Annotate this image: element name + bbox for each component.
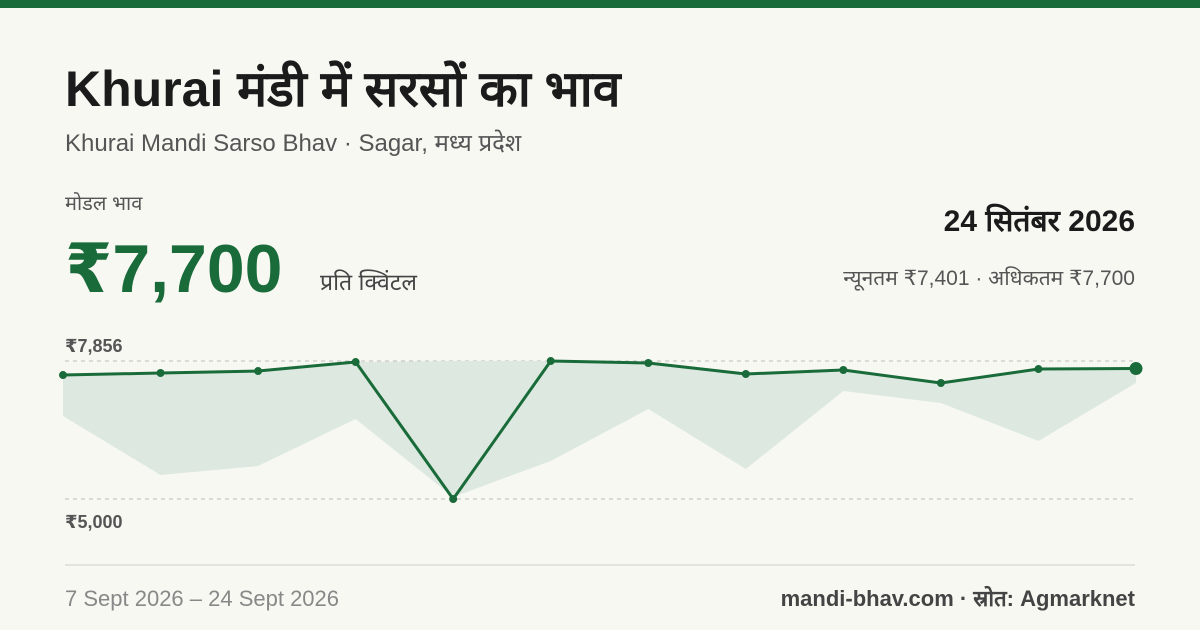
footer-source: mandi-bhav.com · स्रोत: Agmarknet (781, 585, 1136, 611)
price-point (644, 358, 653, 367)
price-point (254, 367, 263, 376)
price-point (936, 378, 945, 387)
range-band (63, 361, 1136, 498)
y-tick-label: ₹5,000 (65, 512, 123, 532)
price-point (449, 495, 458, 504)
price-line (62, 359, 1137, 501)
price-point (156, 368, 165, 377)
price-point (839, 366, 848, 375)
price-point (59, 371, 67, 380)
title: Khurai मंडी में सरसों का भाव (65, 60, 623, 117)
price-point (351, 358, 360, 367)
price-point (1034, 365, 1043, 374)
y-tick-label: ₹7,856 (65, 336, 123, 356)
subtitle: Khurai Mandi Sarso Bhav · Sagar, मध्य प्… (65, 129, 522, 157)
price-label: मोडल भाव (65, 192, 143, 215)
price-point (741, 370, 750, 379)
price-range: न्यूनतम ₹7,401 · अधिकतम ₹7,700 (843, 266, 1135, 291)
chart: ₹7,856 ₹5,000 (59, 336, 1143, 532)
price-unit: प्रति क्विंटल (320, 269, 417, 295)
price-value: ₹7,700 (65, 231, 282, 307)
top-bar (0, 0, 1200, 8)
price-date: 24 सितंबर 2026 (944, 203, 1135, 238)
price-point (546, 357, 555, 366)
price-point (1129, 362, 1143, 376)
footer-range: 7 Sept 2026 – 24 Sept 2026 (65, 586, 339, 611)
